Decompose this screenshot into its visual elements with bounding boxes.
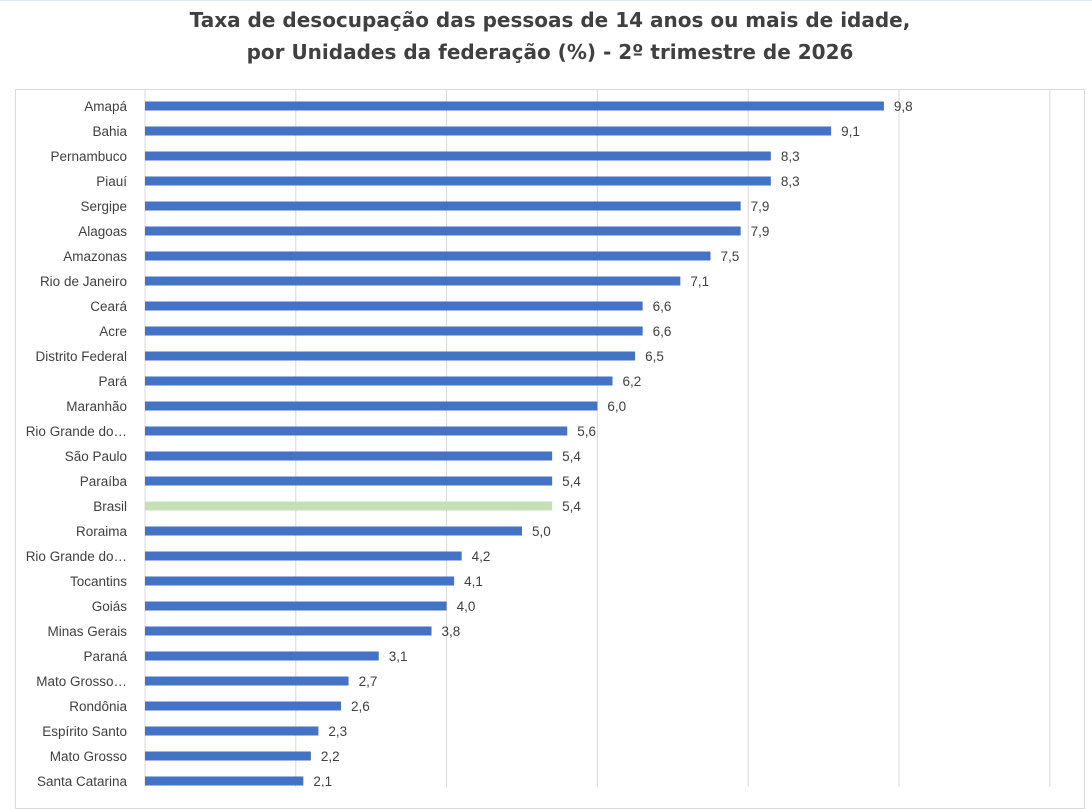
category-label: Alagoas xyxy=(78,224,127,239)
data-label: 5,4 xyxy=(562,449,581,464)
data-label: 2,1 xyxy=(313,774,332,787)
category-label: São Paulo xyxy=(65,449,127,464)
category-label: Amazonas xyxy=(63,249,127,264)
category-label: Sergipe xyxy=(80,199,127,214)
category-label: Rio de Janeiro xyxy=(40,274,127,289)
bars xyxy=(145,101,884,786)
data-label: 6,6 xyxy=(653,299,672,314)
bar xyxy=(145,501,553,511)
category-label: Acre xyxy=(99,324,127,339)
data-label: 2,6 xyxy=(351,699,370,714)
category-label: Maranhão xyxy=(66,399,127,414)
category-label: Mato Grosso xyxy=(50,749,127,764)
data-label: 5,6 xyxy=(577,424,596,439)
category-label: Paraná xyxy=(83,649,127,664)
data-label: 4,2 xyxy=(472,549,491,564)
data-label: 9,8 xyxy=(894,99,913,114)
bar xyxy=(145,326,643,336)
bar xyxy=(145,176,771,186)
category-label: Amapá xyxy=(84,99,127,114)
bar xyxy=(145,601,447,611)
bar xyxy=(145,201,741,211)
data-label: 7,9 xyxy=(751,224,770,239)
chart-title: Taxa de desocupação das pessoas de 14 an… xyxy=(0,4,1092,68)
category-label: Brasil xyxy=(93,499,127,514)
chart-title-line-1: Taxa de desocupação das pessoas de 14 an… xyxy=(189,8,911,32)
bar xyxy=(145,376,613,386)
category-label: Rio Grande do… xyxy=(26,424,127,439)
bar xyxy=(145,701,342,711)
bar xyxy=(145,451,553,461)
bar xyxy=(145,576,455,586)
category-label: Tocantins xyxy=(70,574,127,589)
bar-chart: Amapá Bahia Pernambuco Piauí Sergipe Alagoas A… xyxy=(26,90,1051,787)
top-divider xyxy=(0,0,1092,4)
data-label: 8,3 xyxy=(781,174,800,189)
category-label: Goiás xyxy=(92,599,128,614)
bar xyxy=(145,776,304,786)
bar xyxy=(145,226,741,236)
category-label: Ceará xyxy=(90,299,127,314)
data-label: 5,0 xyxy=(532,524,551,539)
bar xyxy=(145,526,522,536)
data-label: 6,2 xyxy=(622,374,641,389)
data-label: 4,1 xyxy=(464,574,483,589)
bar xyxy=(145,101,884,111)
category-label: Minas Gerais xyxy=(47,624,127,639)
data-label: 4,0 xyxy=(457,599,476,614)
data-label: 5,4 xyxy=(562,474,581,489)
data-label: 7,5 xyxy=(721,249,740,264)
bar xyxy=(145,151,771,161)
bar xyxy=(145,726,319,736)
bar xyxy=(145,126,832,136)
bar xyxy=(145,676,349,686)
data-label: 3,8 xyxy=(442,624,461,639)
bar xyxy=(145,426,568,436)
data-label: 6,5 xyxy=(645,349,664,364)
category-label: Santa Catarina xyxy=(37,774,128,787)
category-label: Mato Grosso… xyxy=(36,674,127,689)
bar xyxy=(145,301,643,311)
bar xyxy=(145,476,553,486)
category-label: Paraíba xyxy=(80,474,128,489)
category-label: Roraima xyxy=(76,524,128,539)
data-label: 2,7 xyxy=(359,674,378,689)
category-label: Distrito Federal xyxy=(35,349,127,364)
chart-title-line-2: por Unidades da federação (%) - 2º trime… xyxy=(246,40,854,64)
category-label: Pernambuco xyxy=(50,149,127,164)
bar xyxy=(145,401,598,411)
bar xyxy=(145,751,311,761)
category-label: Piauí xyxy=(96,174,127,189)
data-label: 8,3 xyxy=(781,149,800,164)
category-label: Rondônia xyxy=(69,699,127,714)
data-label: 9,1 xyxy=(841,124,860,139)
data-label: 2,2 xyxy=(321,749,340,764)
bar xyxy=(145,651,379,661)
category-label: Pará xyxy=(98,374,127,389)
data-label: 6,6 xyxy=(653,324,672,339)
bar xyxy=(145,276,681,286)
data-label: 5,4 xyxy=(562,499,581,514)
category-label: Espírito Santo xyxy=(42,724,127,739)
bar xyxy=(145,626,432,636)
bar xyxy=(145,251,711,261)
bar xyxy=(145,551,462,561)
category-labels: Amapá Bahia Pernambuco Piauí Sergipe Alagoas A… xyxy=(26,99,128,787)
data-label: 7,9 xyxy=(751,199,770,214)
data-label: 2,3 xyxy=(328,724,347,739)
data-label: 7,1 xyxy=(690,274,709,289)
data-label: 3,1 xyxy=(389,649,408,664)
bar xyxy=(145,351,636,361)
value-labels: 9,8 9,1 8,3 8,3 7,9 7,9 7,5 7,1 6,6 6,6 6,5 6,2 6,0 5… xyxy=(313,99,912,787)
category-label: Rio Grande do… xyxy=(26,549,127,564)
category-label: Bahia xyxy=(92,124,127,139)
data-label: 6,0 xyxy=(607,399,626,414)
